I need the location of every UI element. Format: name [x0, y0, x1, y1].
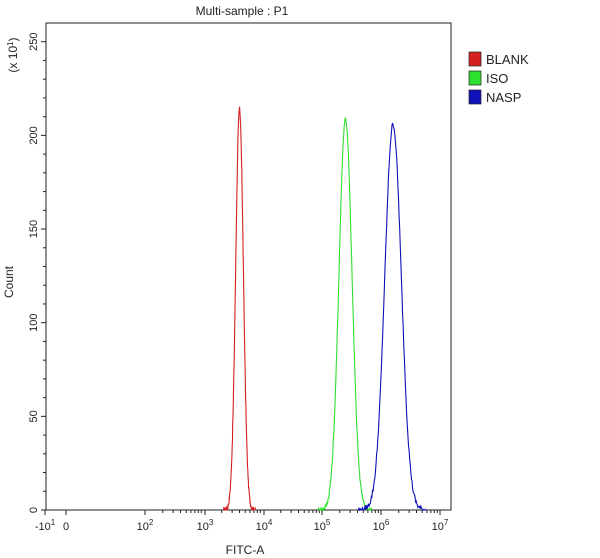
y-tick-label: 0	[28, 507, 40, 513]
series-layer	[223, 106, 428, 512]
y-multiplier-prefix: (x 10	[6, 46, 20, 73]
y-tick-label: 250	[28, 33, 40, 51]
x-tick-label: 105	[314, 518, 331, 533]
series-line-iso	[317, 117, 373, 512]
legend-swatch-blank	[468, 51, 482, 67]
legend-swatch-nasp	[468, 89, 482, 105]
legend-label-blank: BLANK	[486, 52, 529, 67]
legend-label-nasp: NASP	[486, 90, 521, 105]
y-tick-label: 200	[28, 126, 40, 144]
legend-label-iso: ISO	[486, 71, 508, 86]
x-axis: -101 0 102 103 104 105 106 107	[35, 510, 449, 533]
x-axis-title: FITC-A	[226, 543, 265, 557]
legend: BLANK ISO NASP	[468, 51, 529, 105]
legend-swatch-iso	[468, 70, 482, 86]
y-multiplier-exponent: 1	[6, 41, 15, 46]
x-tick-label: -101	[35, 518, 56, 533]
y-tick-label: 100	[28, 314, 40, 332]
x-tick-label: 106	[373, 518, 390, 533]
y-multiplier-suffix: )	[6, 37, 20, 41]
x-tick-label: 0	[63, 521, 69, 533]
x-tick-label: 107	[432, 518, 449, 533]
plot-frame	[45, 22, 452, 511]
chart-title: Multi-sample : P1	[196, 4, 289, 18]
y-axis: 0 50 100 150 200 250	[28, 33, 46, 513]
series-line-blank	[223, 106, 257, 511]
y-axis-title: Count	[2, 265, 16, 298]
y-tick-label: 50	[28, 410, 40, 422]
x-tick-label: 103	[197, 518, 214, 533]
y-tick-label: 150	[28, 220, 40, 238]
x-tick-label: 102	[137, 518, 154, 533]
x-tick-label: 104	[256, 518, 273, 533]
series-line-nasp	[357, 122, 428, 512]
svg-text:(x 101): (x 101)	[6, 37, 20, 72]
y-multiplier-label: (x 101)	[6, 37, 20, 72]
